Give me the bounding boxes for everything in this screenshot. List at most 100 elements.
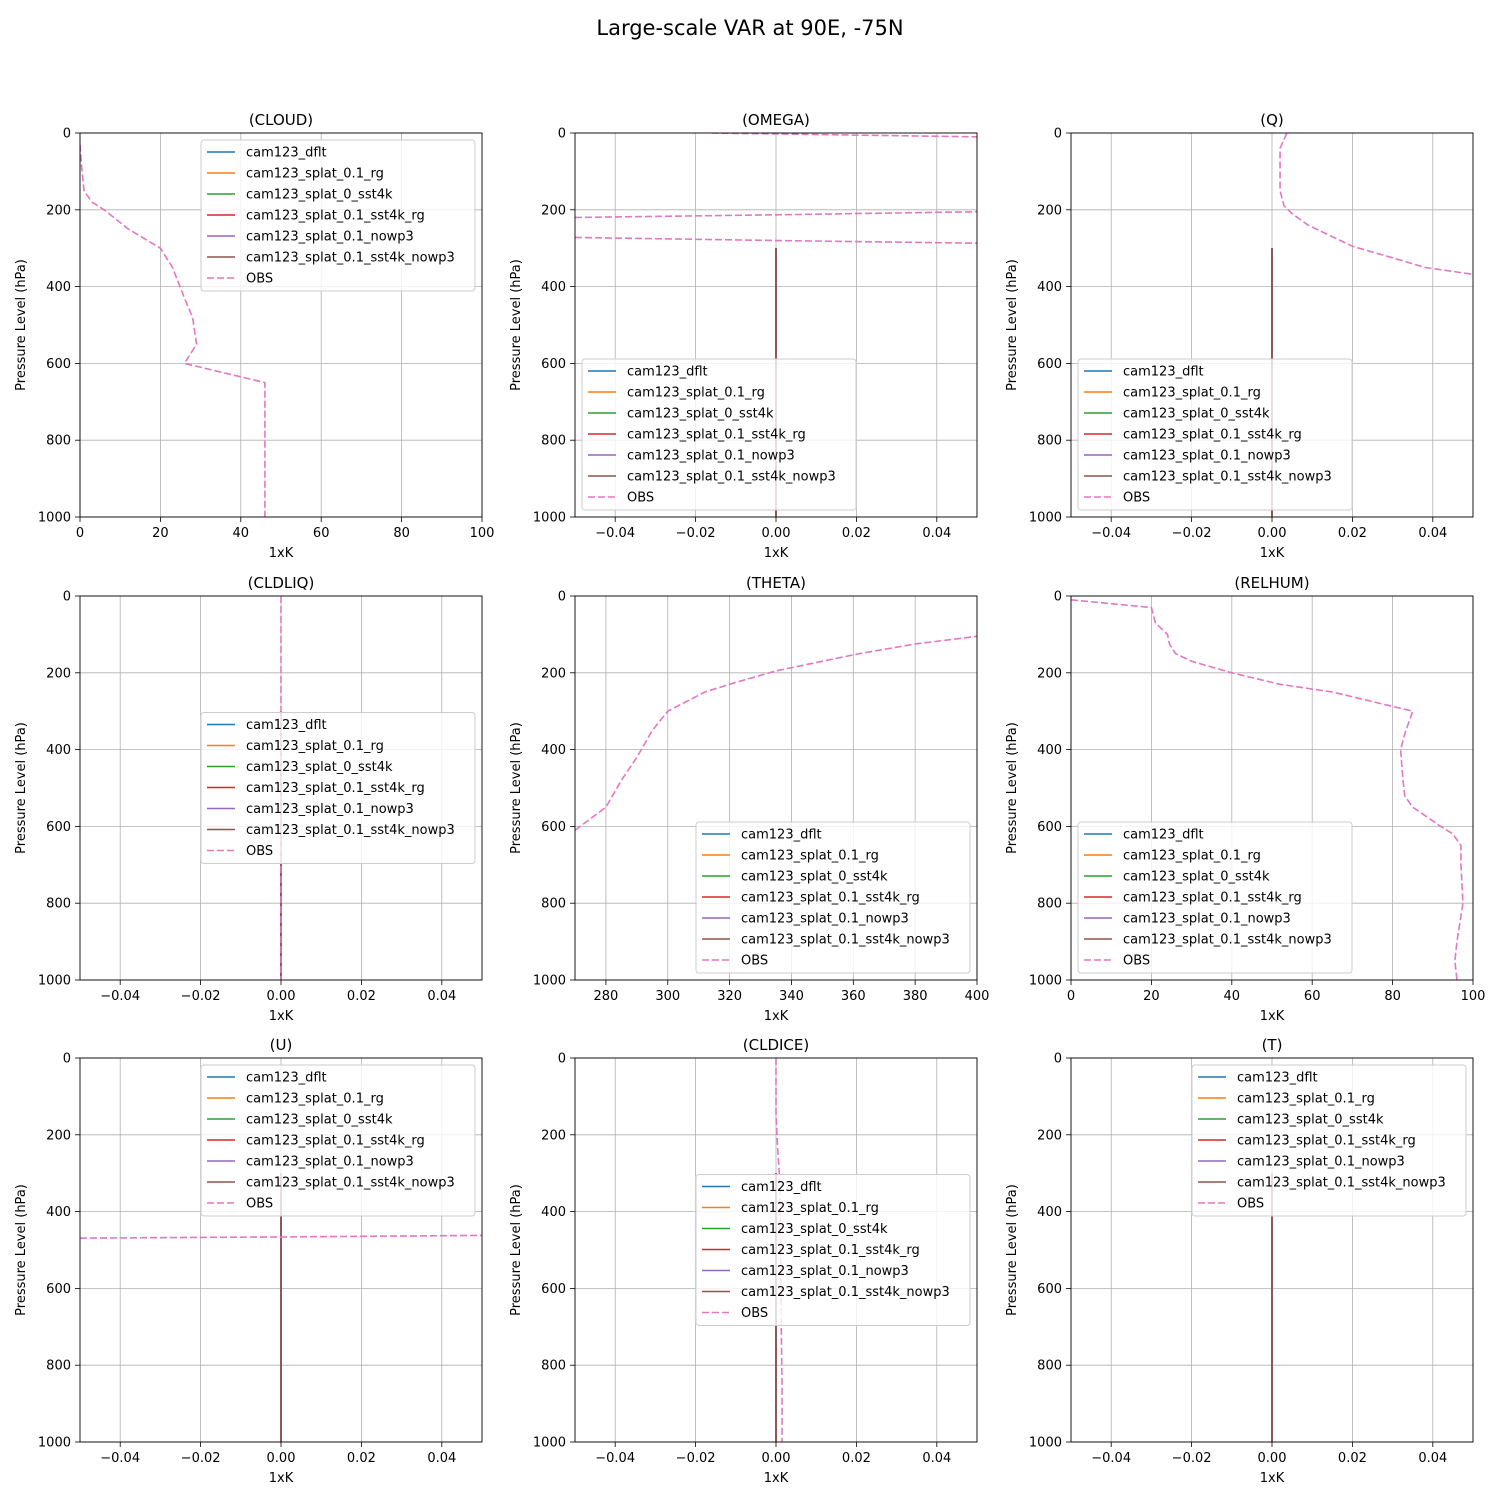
y-tick-label: 600 (46, 1282, 71, 1297)
x-tick-label: −0.02 (676, 526, 716, 541)
legend-label: cam123_dflt (1123, 365, 1204, 380)
x-tick-label: 100 (1461, 989, 1486, 1004)
x-tick-label: 40 (1224, 989, 1241, 1004)
y-axis-label: Pressure Level (hPa) (509, 259, 524, 391)
x-tick-label: 340 (779, 989, 804, 1004)
y-tick-label: 0 (1054, 1052, 1062, 1067)
series-line-obs (80, 1234, 482, 1239)
y-axis-label: Pressure Level (hPa) (14, 259, 29, 391)
legend: cam123_dflt cam123_splat_0.1_rg cam123_spl… (695, 821, 971, 974)
y-tick-label: 800 (541, 1359, 566, 1374)
series-line-obs (80, 144, 266, 517)
y-tick-label: 400 (46, 1205, 71, 1220)
legend-box (1191, 1064, 1467, 1217)
y-tick-label: 1000 (38, 511, 71, 526)
legend-box (581, 358, 857, 511)
y-tick-label: 1000 (1029, 1436, 1062, 1451)
y-tick-label: 800 (1037, 434, 1062, 449)
y-tick-label: 400 (1037, 743, 1062, 758)
y-tick-label: 800 (46, 434, 71, 449)
series-line-obs (575, 210, 977, 219)
panel-title: (THETA) (746, 574, 806, 592)
legend-label: cam123_dflt (1123, 828, 1204, 843)
legend-label: cam123_splat_0.1_sst4k_rg (741, 891, 920, 906)
legend-label: cam123_splat_0.1_sst4k_nowp3 (1123, 470, 1332, 485)
legend-label: OBS (627, 491, 654, 506)
legend: cam123_dflt cam123_splat_0.1_rg cam123_spl… (581, 358, 857, 511)
legend-label: cam123_splat_0_sst4k (246, 760, 393, 775)
y-axis-label: Pressure Level (hPa) (509, 722, 524, 854)
x-tick-label: −0.02 (181, 1451, 221, 1466)
y-tick-label: 600 (541, 820, 566, 835)
x-tick-label: −0.04 (1091, 526, 1131, 541)
y-tick-label: 200 (46, 1128, 71, 1143)
legend-label: cam123_splat_0.1_rg (627, 386, 765, 401)
x-tick-label: 0.02 (842, 1451, 871, 1466)
x-tick-label: 0.04 (1418, 1451, 1447, 1466)
x-tick-label: −0.02 (676, 1451, 716, 1466)
y-tick-label: 1000 (1029, 974, 1062, 989)
y-axis-label: Pressure Level (hPa) (1005, 259, 1020, 391)
legend-label: OBS (741, 1306, 768, 1321)
x-tick-label: 0.02 (1338, 526, 1367, 541)
axes-frame (79, 132, 483, 518)
legend-label: cam123_splat_0.1_sst4k_rg (741, 1243, 920, 1258)
legend-label: cam123_dflt (741, 828, 822, 843)
x-tick-label: 0.00 (762, 1451, 791, 1466)
x-tick-label: 60 (313, 526, 330, 541)
legend-label: cam123_splat_0.1_nowp3 (627, 449, 795, 464)
y-tick-label: 0 (558, 590, 566, 605)
series-group (80, 144, 266, 517)
y-tick-label: 600 (46, 820, 71, 835)
x-tick-label: 0.02 (842, 526, 871, 541)
x-tick-label: 40 (233, 526, 250, 541)
legend-label: cam123_splat_0.1_nowp3 (246, 1155, 414, 1170)
x-tick-label: −0.02 (1172, 526, 1212, 541)
y-tick-label: 1000 (1029, 511, 1062, 526)
panel-u: −0.04 −0.02 0.00 0.02 0.04 0 200 400 600 800 1000 (… (14, 1036, 483, 1486)
legend-label: cam123_splat_0.1_rg (246, 739, 384, 754)
series-line-obs (575, 635, 977, 831)
legend-label: cam123_splat_0.1_rg (246, 167, 384, 182)
y-axis-label: Pressure Level (hPa) (1005, 1184, 1020, 1316)
x-tick-label: 0.04 (427, 1451, 456, 1466)
series-line-obs (1071, 599, 1464, 980)
y-tick-label: 400 (46, 743, 71, 758)
series-line-obs (1279, 133, 1473, 276)
y-tick-label: 800 (46, 897, 71, 912)
axes-frame (79, 595, 483, 981)
x-tick-label: 380 (903, 989, 928, 1004)
panel-cloud: 0 20 40 60 80 10002004006008001000(CLOUD)1xKP… (14, 111, 494, 561)
y-tick-label: 400 (1037, 1205, 1062, 1220)
y-tick-label: 1000 (38, 974, 71, 989)
legend: cam123_dflt cam123_splat_0.1_rg cam123_spl… (200, 139, 476, 292)
legend-label: cam123_dflt (246, 718, 327, 733)
legend: cam123_dflt cam123_splat_0.1_rg cam123_spl… (200, 1064, 476, 1217)
x-tick-label: −0.04 (100, 1451, 140, 1466)
x-tick-label: 20 (152, 526, 169, 541)
legend-label: cam123_splat_0.1_rg (741, 1201, 879, 1216)
legend-label: cam123_splat_0.1_sst4k_rg (1123, 891, 1302, 906)
figure-suptitle: Large-scale VAR at 90E, -75N (596, 16, 904, 40)
legend-label: cam123_dflt (246, 1071, 327, 1086)
y-tick-label: 0 (1054, 127, 1062, 142)
x-tick-label: 0.04 (922, 1451, 951, 1466)
y-tick-label: 0 (1054, 590, 1062, 605)
x-tick-label: 80 (393, 526, 410, 541)
y-tick-label: 200 (541, 1128, 566, 1143)
legend-label: cam123_splat_0.1_nowp3 (741, 912, 909, 927)
legend-label: cam123_splat_0_sst4k (1123, 870, 1270, 885)
legend-label: cam123_splat_0.1_rg (1123, 849, 1261, 864)
panel-cldice: −0.04 −0.02 0.00 0.02 0.04 0 200 400 600 800 1000 (… (509, 1036, 978, 1486)
x-tick-label: 0 (1067, 989, 1075, 1004)
legend-box (200, 712, 476, 864)
legend-label: cam123_splat_0.1_nowp3 (1123, 912, 1291, 927)
legend-label: cam123_splat_0.1_rg (1123, 386, 1261, 401)
x-tick-label: −0.02 (181, 989, 221, 1004)
panel-title: (U) (270, 1036, 293, 1054)
x-tick-label: 60 (1304, 989, 1321, 1004)
y-tick-label: 400 (541, 743, 566, 758)
legend-label: cam123_splat_0_sst4k (741, 1222, 888, 1237)
legend: cam123_dflt cam123_splat_0.1_rg cam123_spl… (200, 712, 476, 864)
x-axis-label: 1xK (764, 1471, 789, 1486)
